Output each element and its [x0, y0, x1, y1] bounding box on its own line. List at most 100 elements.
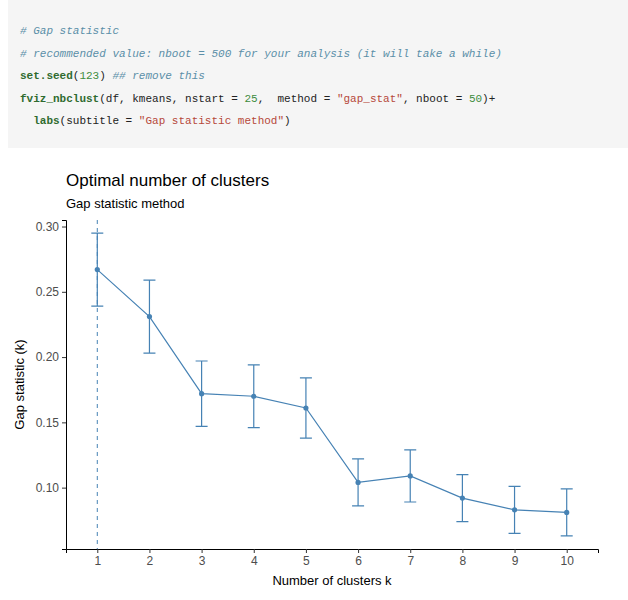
x-tick-label: 7: [407, 554, 414, 568]
x-tick-label: 4: [251, 554, 258, 568]
y-tick-label: 0.30: [36, 220, 60, 234]
x-tick-label: 10: [561, 554, 575, 568]
code-text: )+: [482, 93, 495, 105]
y-tick-label: 0.20: [36, 350, 60, 364]
x-tick-label: 1: [94, 554, 101, 568]
y-tick-label: 0.10: [36, 481, 60, 495]
error-bar: [561, 489, 573, 536]
point: [251, 394, 256, 399]
y-axis-line: [62, 221, 67, 550]
y-tick-label: 0.15: [36, 416, 60, 430]
y-tick: 0.20: [36, 350, 66, 364]
plot-marks: [91, 220, 572, 549]
x-tick-label: 9: [512, 554, 519, 568]
point: [512, 507, 517, 512]
x-tick-label: 6: [355, 554, 362, 568]
x-tick-label: 3: [199, 554, 206, 568]
x-tick-mark: [254, 549, 255, 553]
subtitle: Gap statistic method: [66, 196, 185, 211]
code-token: ## remove this: [112, 70, 204, 82]
y-tick-label: 0.25: [36, 285, 60, 299]
x-tick: 4: [251, 549, 258, 568]
error-bar: [91, 233, 103, 306]
code-line: labs(subtitle = "Gap statistic method"): [20, 110, 628, 133]
point: [303, 405, 308, 410]
y-tick-mark: [62, 227, 66, 228]
x-tick-mark: [462, 549, 463, 553]
code-token: set.seed: [20, 70, 73, 82]
code-text: ): [99, 70, 112, 82]
x-tick-mark: [410, 549, 411, 553]
point: [147, 314, 152, 319]
x-axis: 1 2 3 4 5 6 7 8 9 10: [67, 549, 599, 568]
code-text: [20, 115, 33, 127]
x-tick: 5: [303, 549, 310, 568]
error-bar: [352, 459, 364, 506]
x-tick: 1: [94, 549, 101, 568]
error-bar: [509, 486, 521, 533]
x-tick-mark: [358, 549, 359, 553]
code-token: "Gap statistic method": [139, 115, 284, 127]
x-tick: 10: [561, 549, 575, 568]
x-tick: 2: [147, 549, 154, 568]
x-tick-mark: [515, 549, 516, 553]
code-block: # Gap statistic # recommended value: nboo…: [8, 0, 628, 148]
x-tick-label: 5: [303, 554, 310, 568]
y-tick-mark: [62, 422, 66, 423]
code-line: set.seed(123) ## remove this: [20, 65, 628, 88]
code-token: # Gap statistic: [20, 25, 119, 37]
code-token: labs: [33, 115, 59, 127]
code-token: fviz_nbclust: [20, 93, 99, 105]
point: [199, 391, 204, 396]
x-tick: 6: [355, 549, 362, 568]
code-token: 25: [244, 93, 257, 105]
x-axis-line: [67, 550, 599, 554]
gap-line: [97, 270, 566, 513]
x-tick: 8: [460, 549, 467, 568]
code-line: fviz_nbclust(df, kmeans, nstart = 25, me…: [20, 88, 628, 111]
code-line: # Gap statistic: [20, 20, 628, 43]
error-bar: [143, 280, 155, 353]
code-text: , nboot =: [403, 93, 469, 105]
y-tick: 0.15: [36, 416, 66, 430]
code-text: (df, kmeans, nstart =: [99, 93, 244, 105]
x-tick: 9: [512, 549, 519, 568]
code-text: (subtitle =: [60, 115, 139, 127]
chart: Optimal number of clusters Gap statistic …: [0, 0, 628, 600]
error-bar: [404, 450, 416, 502]
error-bar: [248, 365, 260, 428]
x-tick-mark: [567, 549, 568, 553]
point: [460, 495, 465, 500]
y-tick: 0.25: [36, 285, 66, 299]
x-tick-label: 8: [460, 554, 467, 568]
code-line: # recommended value: nboot = 500 for you…: [20, 43, 628, 66]
x-tick-mark: [306, 549, 307, 553]
error-bar: [300, 378, 312, 438]
code-token: 50: [469, 93, 482, 105]
code-text: (: [73, 70, 80, 82]
x-tick: 7: [407, 549, 414, 568]
y-tick-mark: [62, 488, 66, 489]
x-tick-mark: [202, 549, 203, 553]
x-tick-mark: [97, 549, 98, 553]
y-tick: 0.30: [36, 220, 66, 234]
title: Optimal number of clusters: [66, 171, 269, 190]
y-tick: 0.10: [36, 481, 66, 495]
x-tick-label: 2: [147, 554, 154, 568]
x-tick: 3: [199, 549, 206, 568]
point: [564, 510, 569, 515]
point: [355, 480, 360, 485]
code-token: # recommended value: nboot = 500 for you…: [20, 48, 502, 60]
y-axis-title: Gap statistic (k): [12, 339, 27, 429]
code-text: , method =: [258, 93, 337, 105]
code-token: 123: [79, 70, 99, 82]
y-axis: 0.10 0.15 0.20 0.25 0.30: [36, 220, 67, 550]
code-text: ): [284, 115, 291, 127]
code-token: "gap_stat": [337, 93, 403, 105]
point: [95, 267, 100, 272]
point: [408, 473, 413, 478]
x-tick-mark: [149, 549, 150, 553]
x-axis-title: Number of clusters k: [272, 573, 392, 588]
y-tick-mark: [62, 292, 66, 293]
y-tick-mark: [62, 357, 66, 358]
